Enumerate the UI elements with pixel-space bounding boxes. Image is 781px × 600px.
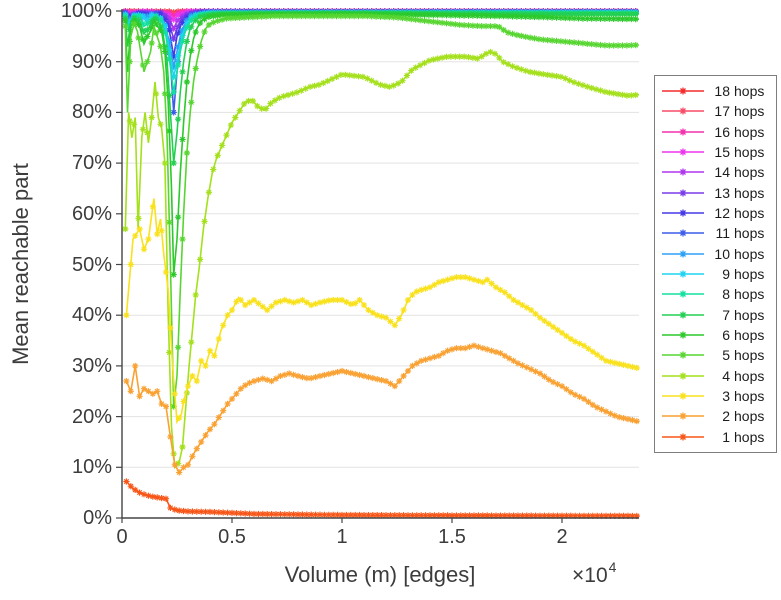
legend-marker-icon — [662, 128, 704, 136]
series-markers-3-hops — [123, 203, 640, 421]
legend-item-label: 17 hops — [714, 103, 765, 120]
series-line-1-hops — [125, 480, 640, 517]
legend-item-label: 5 hops — [722, 347, 765, 364]
legend-item-label: 13 hops — [714, 184, 765, 201]
legend-item-label: 11 hops — [715, 225, 765, 242]
legend-marker-icon — [662, 107, 704, 115]
series-markers-5-hops — [122, 13, 639, 410]
legend-item-label: 16 hops — [714, 123, 765, 140]
y-tick-label-10: 10% — [71, 456, 112, 479]
x-tick-label-2: 2 — [556, 526, 568, 548]
legend-marker-icon — [662, 290, 704, 298]
legend-item-1-hops: 1 hops — [655, 427, 776, 446]
legend-item-label: 18 hops — [714, 83, 765, 100]
legend: 18 hops 17 hops 16 hops 15 hops 14 hops 13 hops 12 ho… — [654, 75, 777, 453]
series-markers-7-hops — [122, 9, 639, 167]
legend-item-label: 4 hops — [722, 367, 765, 384]
y-tick-label-60: 60% — [71, 202, 112, 225]
legend-item-label: 9 hops — [722, 266, 765, 283]
legend-item-2-hops: 2 hops — [655, 407, 776, 426]
legend-marker-icon — [662, 311, 704, 319]
legend-marker-icon — [662, 392, 704, 400]
y-axis-title: Mean reachable part — [8, 163, 33, 365]
legend-item-8-hops: 8 hops — [655, 285, 776, 304]
legend-item-label: 6 hops — [722, 327, 765, 344]
x-tick-label-0: 0 — [116, 526, 128, 548]
legend-item-10-hops: 10 hops — [655, 244, 776, 263]
legend-marker-icon — [662, 372, 704, 380]
y-tick-label-0: 0% — [83, 507, 112, 529]
legend-item-7-hops: 7 hops — [655, 305, 776, 324]
y-tick-label-40: 40% — [71, 304, 112, 327]
legend-item-5-hops: 5 hops — [655, 346, 776, 365]
legend-item-4-hops: 4 hops — [655, 366, 776, 385]
x-tick-label-1: 1 — [336, 526, 348, 548]
legend-item-6-hops: 6 hops — [655, 326, 776, 345]
exponent-power: 4 — [608, 559, 617, 575]
x-axis-exponent-label: ×104 — [572, 559, 617, 588]
x-tick-label-1.5: 1.5 — [438, 526, 466, 548]
legend-item-label: 15 hops — [714, 144, 765, 161]
series-markers-4-hops — [122, 48, 639, 467]
x-axis-title: Volume (m) [edges] — [284, 562, 476, 587]
series-line-5-hops — [124, 15, 640, 407]
legend-marker-icon — [662, 433, 704, 441]
legend-item-18-hops: 18 hops — [655, 82, 776, 101]
legend-item-14-hops: 14 hops — [655, 163, 776, 182]
legend-item-label: 7 hops — [722, 306, 765, 323]
legend-item-label: 1 hops — [722, 428, 765, 445]
legend-item-12-hops: 12 hops — [655, 204, 776, 223]
series-line-2-hops — [125, 344, 640, 474]
legend-item-15-hops: 15 hops — [655, 143, 776, 162]
legend-item-label: 2 hops — [722, 408, 765, 425]
legend-item-label: 14 hops — [714, 164, 765, 181]
y-tick-label-70: 70% — [71, 152, 112, 175]
y-tick-label-80: 80% — [71, 101, 112, 124]
series-markers-2-hops — [123, 342, 640, 476]
legend-item-label: 8 hops — [722, 286, 765, 303]
exponent-base: ×10 — [572, 564, 608, 587]
legend-item-label: 10 hops — [714, 245, 765, 262]
legend-marker-icon — [662, 189, 704, 197]
legend-marker-icon — [662, 209, 704, 217]
legend-item-11-hops: 11 hops — [655, 224, 776, 243]
legend-item-9-hops: 9 hops — [655, 265, 776, 284]
legend-item-17-hops: 17 hops — [655, 102, 776, 121]
series-line-7-hops — [124, 12, 639, 164]
y-tick-label-50: 50% — [71, 253, 112, 276]
y-tick-label-100: 100% — [60, 0, 112, 22]
legend-item-label: 3 hops — [722, 388, 765, 405]
legend-marker-icon — [662, 412, 704, 420]
legend-marker-icon — [662, 250, 704, 258]
legend-marker-icon — [662, 168, 704, 176]
x-tick-label-0.5: 0.5 — [218, 526, 246, 548]
legend-marker-icon — [662, 270, 704, 278]
legend-marker-icon — [662, 148, 704, 156]
series-markers-1-hops — [123, 478, 640, 520]
legend-item-13-hops: 13 hops — [655, 183, 776, 202]
legend-item-label: 12 hops — [714, 205, 765, 222]
y-tick-label-30: 30% — [71, 354, 112, 377]
legend-marker-icon — [662, 229, 704, 237]
legend-marker-icon — [662, 87, 704, 95]
legend-item-3-hops: 3 hops — [655, 387, 776, 406]
y-tick-label-90: 90% — [71, 50, 112, 73]
y-tick-label-20: 20% — [71, 405, 112, 428]
legend-marker-icon — [662, 331, 704, 339]
legend-marker-icon — [662, 351, 704, 359]
legend-item-16-hops: 16 hops — [655, 122, 776, 141]
